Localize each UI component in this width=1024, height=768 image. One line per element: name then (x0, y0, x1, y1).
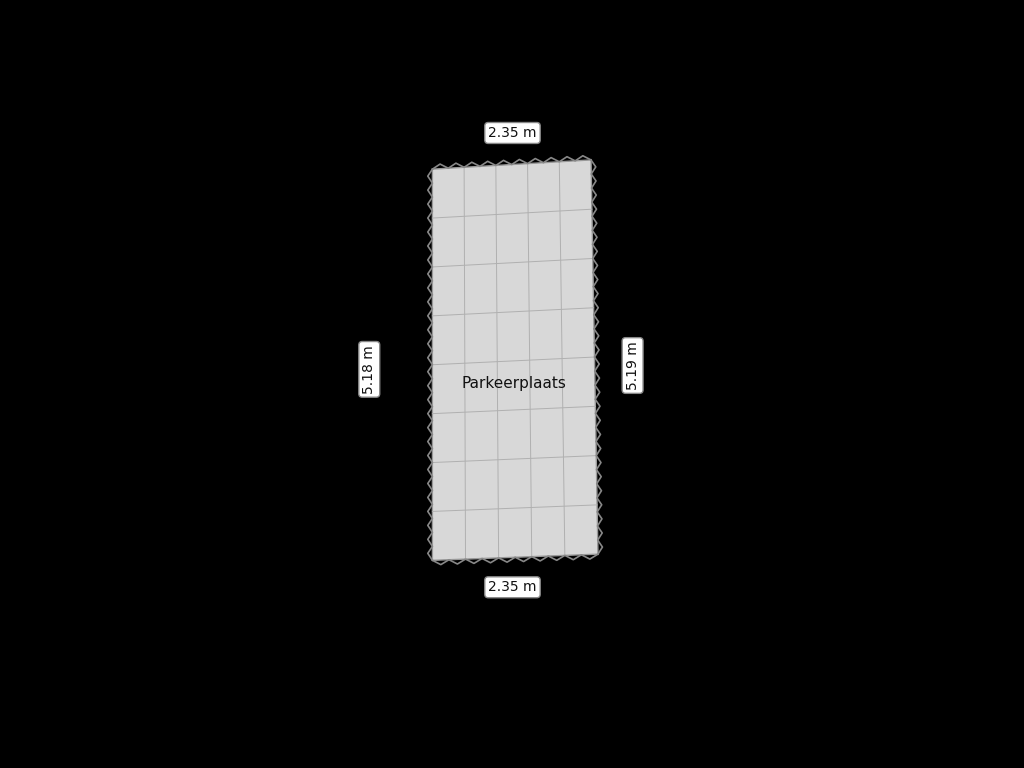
Polygon shape (432, 160, 598, 561)
Text: 5.19 m: 5.19 m (626, 341, 640, 390)
Text: 5.18 m: 5.18 m (362, 345, 376, 394)
Text: 2.35 m: 2.35 m (488, 126, 537, 140)
Text: 2.35 m: 2.35 m (488, 581, 537, 594)
Text: Parkeerplaats: Parkeerplaats (461, 376, 566, 392)
